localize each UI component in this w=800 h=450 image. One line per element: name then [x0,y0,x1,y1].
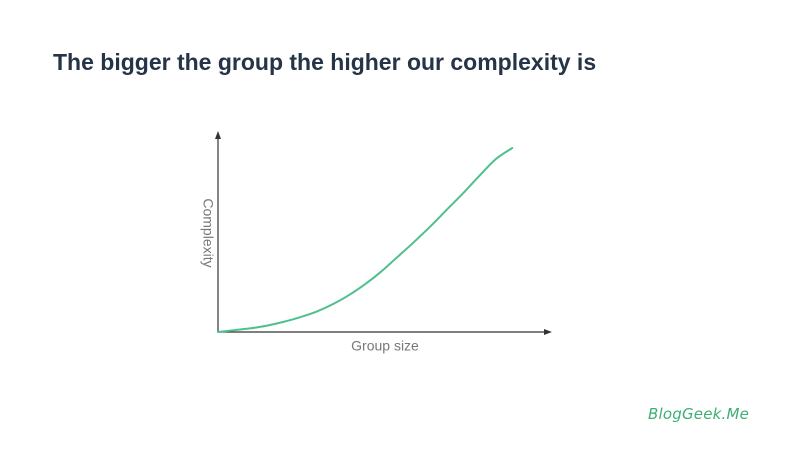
x-axis-label: Group size [351,338,419,354]
slide-title: The bigger the group the higher our comp… [53,49,597,75]
x-axis-arrow-icon [544,329,552,335]
y-axis-label: Complexity [200,198,216,267]
y-axis-arrow-icon [215,131,221,139]
y-axis [215,131,221,332]
x-axis [218,329,552,335]
series-line [217,147,514,333]
brand-logo: BlogGeek.Me [648,405,750,423]
